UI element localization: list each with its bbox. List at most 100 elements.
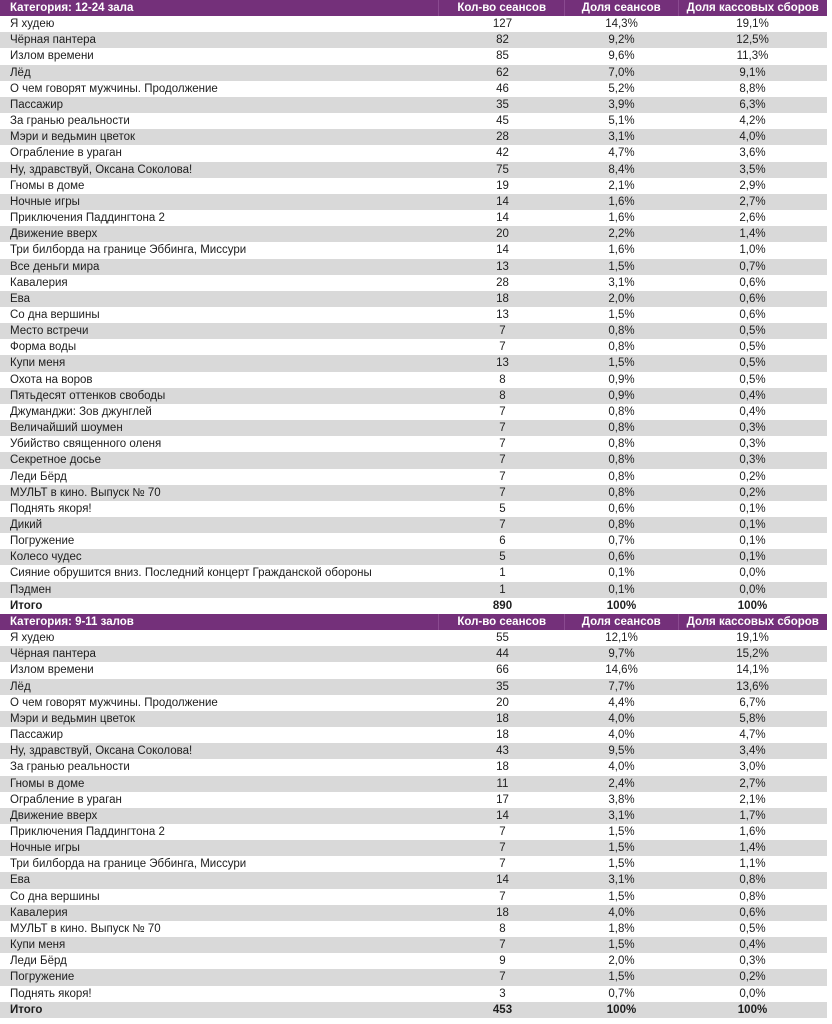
sessions-count: 8 bbox=[499, 922, 506, 935]
table-row: Форма воды 7 0,8% 0,5% bbox=[0, 339, 827, 355]
sessions-share: 9,6% bbox=[608, 50, 635, 63]
sessions-share: 9,2% bbox=[608, 34, 635, 47]
sessions-share: 0,6% bbox=[608, 551, 635, 564]
sessions-count: 18 bbox=[496, 906, 509, 919]
film-title: Я худею bbox=[10, 632, 55, 645]
sessions-share: 0,8% bbox=[608, 325, 635, 338]
table-row: Ночные игры 14 1,6% 2,7% bbox=[0, 193, 827, 211]
table-row: Дикий 7 0,8% 0,1% bbox=[0, 517, 827, 534]
film-title: Леди Бёрд bbox=[10, 955, 67, 968]
box-office-share: 0,1% bbox=[739, 535, 766, 548]
table-row: МУЛЬТ в кино. Выпуск № 70 8 1,8% 0,5% bbox=[0, 921, 827, 937]
sessions-count: 7 bbox=[499, 890, 506, 903]
total-sessions-share: 100% bbox=[606, 599, 637, 612]
sessions-share: 7,0% bbox=[608, 66, 635, 79]
film-title: Ограбление в ураган bbox=[10, 793, 122, 806]
table-row: Ева 18 2,0% 0,6% bbox=[0, 290, 827, 307]
sessions-share: 3,1% bbox=[608, 809, 635, 822]
sessions-share: 0,8% bbox=[608, 422, 635, 435]
box-office-share: 19,1% bbox=[736, 632, 769, 645]
table-row: Пятьдесят оттенков свободы 8 0,9% 0,4% bbox=[0, 387, 827, 404]
film-title: Убийство священного оленя bbox=[10, 438, 162, 451]
sessions-share: 0,8% bbox=[608, 486, 635, 499]
table-row: Место встречи 7 0,8% 0,5% bbox=[0, 323, 827, 340]
film-title: Приключения Паддингтона 2 bbox=[10, 212, 165, 225]
film-title: Купи меня bbox=[10, 939, 66, 952]
box-office-share: 1,6% bbox=[739, 825, 766, 838]
box-office-share: 1,0% bbox=[739, 244, 766, 257]
sessions-share: 5,2% bbox=[608, 82, 635, 95]
box-office-share: 0,3% bbox=[739, 438, 766, 451]
sessions-count: 20 bbox=[496, 696, 509, 709]
sessions-share: 1,5% bbox=[608, 971, 635, 984]
table-row: Погружение 7 1,5% 0,2% bbox=[0, 969, 827, 986]
total-film-title: Итого bbox=[10, 1003, 43, 1016]
box-office-share: 0,8% bbox=[739, 890, 766, 903]
box-office-share: 0,0% bbox=[739, 987, 766, 1000]
sessions-count: 7 bbox=[499, 971, 506, 984]
box-office-share: 3,5% bbox=[739, 163, 766, 176]
table-row: Ева 14 3,1% 0,8% bbox=[0, 872, 827, 889]
box-office-share: 0,3% bbox=[739, 422, 766, 435]
sessions-share: 2,2% bbox=[608, 228, 635, 241]
table-row: Мэри и ведьмин цветок 28 3,1% 4,0% bbox=[0, 129, 827, 146]
sessions-share: 0,8% bbox=[608, 341, 635, 354]
category-title: Категория: 9-11 залов bbox=[10, 615, 134, 628]
box-office-share: 0,7% bbox=[739, 260, 766, 273]
film-title: Ева bbox=[10, 874, 31, 887]
total-box-office-share: 100% bbox=[737, 599, 768, 612]
table-row: Ночные игры 7 1,5% 1,4% bbox=[0, 840, 827, 857]
sessions-count: 5 bbox=[499, 551, 506, 564]
sessions-count: 7 bbox=[499, 422, 506, 435]
box-office-share: 0,4% bbox=[739, 939, 766, 952]
sessions-count: 7 bbox=[499, 858, 506, 871]
sessions-share: 0,8% bbox=[608, 405, 635, 418]
table-row: Купи меня 13 1,5% 0,5% bbox=[0, 355, 827, 372]
film-title: Место встречи bbox=[10, 325, 89, 338]
film-title: Поднять якоря! bbox=[10, 987, 92, 1000]
table-row: Излом времени 66 14,6% 14,1% bbox=[0, 662, 827, 678]
table-row: Ограбление в ураган 17 3,8% 2,1% bbox=[0, 792, 827, 808]
sessions-count: 42 bbox=[496, 147, 509, 160]
box-office-share: 2,6% bbox=[739, 212, 766, 225]
film-title: Излом времени bbox=[10, 50, 94, 63]
sessions-share: 1,6% bbox=[608, 244, 635, 257]
sessions-share: 12,1% bbox=[605, 632, 638, 645]
sessions-share: 2,1% bbox=[608, 179, 635, 192]
sessions-count: 13 bbox=[496, 308, 509, 321]
sessions-count: 66 bbox=[496, 664, 509, 677]
total-sessions-count: 453 bbox=[492, 1003, 513, 1016]
sessions-count: 14 bbox=[496, 212, 509, 225]
table-row: Леди Бёрд 7 0,8% 0,2% bbox=[0, 469, 827, 485]
film-title: Сияние обрушится вниз. Последний концерт… bbox=[10, 567, 372, 580]
sessions-count: 8 bbox=[499, 373, 506, 386]
film-title: Чёрная пантера bbox=[10, 34, 96, 47]
film-title: О чем говорят мужчины. Продолжение bbox=[10, 696, 218, 709]
table-row: Пэдмен 1 0,1% 0,0% bbox=[0, 581, 827, 598]
table-row: Все деньги мира 13 1,5% 0,7% bbox=[0, 258, 827, 275]
film-title: Лёд bbox=[10, 680, 31, 693]
total-row: Итого 453 100% 100% bbox=[0, 1001, 827, 1018]
column-header: Доля сеансов bbox=[563, 0, 678, 17]
film-title: Движение вверх bbox=[10, 228, 98, 241]
sessions-count: 28 bbox=[496, 131, 509, 144]
column-header: Доля кассовых сборов bbox=[677, 0, 827, 17]
film-title: Кавалерия bbox=[10, 906, 68, 919]
film-title: Пассажир bbox=[10, 98, 64, 111]
sessions-count: 35 bbox=[496, 680, 509, 693]
box-office-share: 3,0% bbox=[739, 761, 766, 774]
box-office-share: 0,3% bbox=[739, 454, 766, 467]
film-title: Дикий bbox=[10, 519, 43, 531]
table-row: Колесо чудес 5 0,6% 0,1% bbox=[0, 549, 827, 566]
table-row: Охота на воров 8 0,9% 0,5% bbox=[0, 372, 827, 388]
sessions-count: 7 bbox=[499, 454, 506, 467]
sessions-share: 8,4% bbox=[608, 163, 635, 176]
film-title: Со дна вершины bbox=[10, 890, 100, 903]
sessions-count: 14 bbox=[496, 244, 509, 257]
sessions-count: 20 bbox=[496, 228, 509, 241]
table-row: Движение вверх 20 2,2% 1,4% bbox=[0, 226, 827, 243]
table-row: Со дна вершины 13 1,5% 0,6% bbox=[0, 307, 827, 323]
table-row: Купи меня 7 1,5% 0,4% bbox=[0, 937, 827, 954]
box-office-share: 0,4% bbox=[739, 405, 766, 418]
